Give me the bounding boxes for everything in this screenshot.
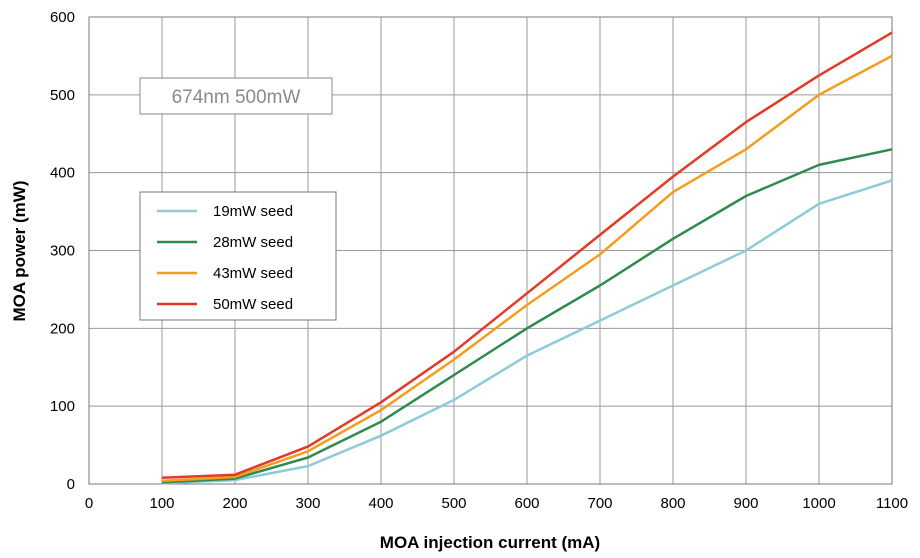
x-tick-labels: 0 100 200 300 400 500 600 700 800 900 1000 1100 [85,495,908,512]
x-tick-label: 1100 [876,495,908,512]
x-tick-label: 300 [295,495,320,512]
annotation-box [139,77,333,115]
legend-label: 19mW seed [213,203,293,220]
x-tick-label: 200 [222,495,247,512]
y-tick-label: 600 [50,9,75,26]
legend-label: 50mW seed [213,296,293,313]
legend-label: 28mW seed [213,234,293,251]
x-tick-label: 600 [514,495,539,512]
legend-box [139,191,337,321]
y-tick-label: 200 [50,320,75,337]
series-line-50mw-seed [161,31,893,480]
x-tick-label: 800 [660,495,685,512]
series-lines [161,31,893,485]
x-tick-label: 400 [368,495,393,512]
x-tick-label: 100 [149,495,174,512]
chart-annotation: 674nm 500mW [139,77,333,115]
y-tick-label: 100 [50,398,75,415]
x-tick-label: 900 [733,495,758,512]
series-line-19mw-seed [161,179,893,485]
x-tick-label: 500 [441,495,466,512]
x-tick-label: 700 [587,495,612,512]
series-line-43mw-seed [161,54,893,483]
x-tick-label: 1000 [802,495,835,512]
y-tick-label: 300 [50,243,75,260]
legend-label: 43mW seed [213,265,293,282]
y-tick-label: 0 [67,476,75,493]
y-tick-label: 400 [50,165,75,182]
y-axis-title: MOA power (mW) [10,180,29,321]
annotation-text: 674nm 500mW [172,87,301,108]
y-tick-labels: 0 100 200 300 400 500 600 [50,9,75,493]
x-tick-label: 0 [85,495,93,512]
legend: 19mW seed 28mW seed 43mW seed 50mW seed [139,191,337,321]
series-line-28mw-seed [161,148,893,484]
plot-frame [88,16,893,485]
y-tick-label: 500 [50,87,75,104]
x-axis-title: MOA injection current (mA) [380,533,600,552]
